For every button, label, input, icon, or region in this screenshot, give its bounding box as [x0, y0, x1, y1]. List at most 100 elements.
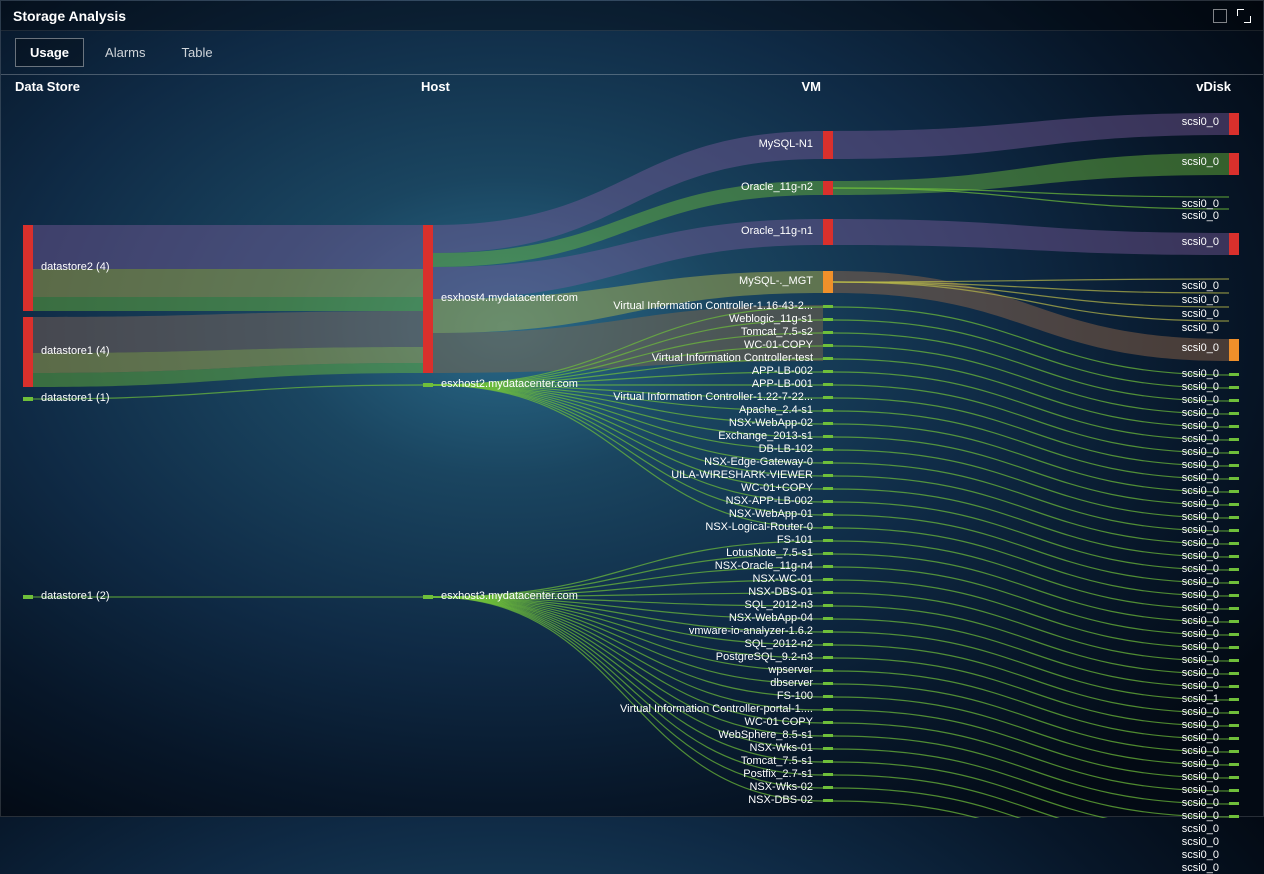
vdisk-label[interactable]: scsi0_0 [1182, 368, 1225, 380]
host-node[interactable] [423, 383, 433, 387]
vdisk-node-small[interactable] [1229, 438, 1239, 441]
vm-label[interactable]: APP-LB-002 [752, 365, 819, 377]
vdisk-node-small[interactable] [1229, 516, 1239, 519]
vdisk-label[interactable]: scsi0_0 [1182, 836, 1225, 848]
vdisk-node-small[interactable] [1229, 750, 1239, 753]
vdisk-node-small[interactable] [1229, 594, 1239, 597]
vdisk-label[interactable]: scsi0_0 [1182, 810, 1225, 822]
vdisk-label[interactable]: scsi0_0 [1182, 745, 1225, 757]
vdisk-node-small[interactable] [1229, 542, 1239, 545]
vdisk-node[interactable] [1229, 339, 1239, 361]
vdisk-label[interactable]: scsi0_0 [1182, 823, 1225, 835]
vm-label[interactable]: SQL_2012-n2 [745, 638, 820, 650]
vm-label[interactable]: MySQL-N1 [759, 138, 819, 150]
vm-label[interactable]: NSX-Wks-01 [749, 742, 819, 754]
vdisk-node-small[interactable] [1229, 672, 1239, 675]
vm-label[interactable]: Virtual Information Controller-1.22-7-22… [613, 391, 819, 403]
vdisk-label[interactable]: scsi0_0 [1182, 236, 1225, 248]
vm-node-small[interactable] [823, 461, 833, 464]
datastore-node[interactable] [23, 397, 33, 401]
vdisk-node-small[interactable] [1229, 555, 1239, 558]
vm-node-small[interactable] [823, 448, 833, 451]
vdisk-label[interactable]: scsi0_0 [1182, 641, 1225, 653]
vm-node-small[interactable] [823, 500, 833, 503]
vm-label[interactable]: NSX-DBS-02 [748, 794, 819, 806]
vdisk-label[interactable]: scsi0_0 [1182, 280, 1225, 292]
vdisk-node-small[interactable] [1229, 776, 1239, 779]
vdisk-node[interactable] [1229, 233, 1239, 255]
vm-label[interactable]: NSX-APP-LB-002 [726, 495, 819, 507]
vm-node-small[interactable] [823, 383, 833, 386]
vdisk-label[interactable]: scsi0_0 [1182, 433, 1225, 445]
vm-node-small[interactable] [823, 565, 833, 568]
vdisk-label[interactable]: scsi0_0 [1182, 667, 1225, 679]
vm-label[interactable]: Tomcat_7.5-s2 [741, 326, 819, 338]
datastore-label[interactable]: datastore2 (4) [35, 261, 109, 273]
vm-node-small[interactable] [823, 734, 833, 737]
vm-label[interactable]: NSX-WC-01 [752, 573, 819, 585]
tab-alarms[interactable]: Alarms [90, 38, 160, 67]
vm-node-small[interactable] [823, 786, 833, 789]
vm-label[interactable]: NSX-Logical-Router-0 [705, 521, 819, 533]
vm-label[interactable]: DB-LB-102 [759, 443, 819, 455]
vm-node-small[interactable] [823, 578, 833, 581]
datastore-node[interactable] [23, 317, 33, 387]
vm-node-small[interactable] [823, 357, 833, 360]
vm-label[interactable]: Virtual Information Controller-test [652, 352, 819, 364]
vm-label[interactable]: Exchange_2013-s1 [718, 430, 819, 442]
vdisk-label[interactable]: scsi0_0 [1182, 485, 1225, 497]
host-node[interactable] [423, 595, 433, 599]
vdisk-label[interactable]: scsi0_0 [1182, 628, 1225, 640]
vm-label[interactable]: wpserver [768, 664, 819, 676]
vdisk-label[interactable]: scsi0_0 [1182, 732, 1225, 744]
vdisk-node-small[interactable] [1229, 464, 1239, 467]
datastore-node[interactable] [23, 595, 33, 599]
vm-label[interactable]: UILA-WIRESHARK-VIEWER [671, 469, 819, 481]
vm-label[interactable]: SQL_2012-n3 [745, 599, 820, 611]
vm-label[interactable]: dbserver [770, 677, 819, 689]
host-node[interactable] [423, 225, 433, 373]
vdisk-label[interactable]: scsi0_0 [1182, 511, 1225, 523]
vdisk-label[interactable]: scsi0_0 [1182, 784, 1225, 796]
vdisk-label[interactable]: scsi0_0 [1182, 550, 1225, 562]
vdisk-label[interactable]: scsi0_0 [1182, 758, 1225, 770]
datastore-label[interactable]: datastore1 (1) [35, 392, 109, 404]
vm-label[interactable]: LotusNote_7.5-s1 [726, 547, 819, 559]
vdisk-node-small[interactable] [1229, 724, 1239, 727]
vdisk-label[interactable]: scsi0_0 [1182, 524, 1225, 536]
vm-node-small[interactable] [823, 331, 833, 334]
settings-icon[interactable] [1213, 9, 1227, 23]
vm-label[interactable]: FS-100 [777, 690, 819, 702]
vm-label[interactable]: Virtual Information Controller-1.16-43-2… [613, 300, 819, 312]
vm-node[interactable] [823, 131, 833, 159]
vdisk-node-small[interactable] [1229, 386, 1239, 389]
vm-node-small[interactable] [823, 617, 833, 620]
vm-label[interactable]: NSX-DBS-01 [748, 586, 819, 598]
vdisk-label[interactable]: scsi0_0 [1182, 589, 1225, 601]
host-label[interactable]: esxhost3.mydatacenter.com [435, 590, 578, 602]
vm-label[interactable]: WC-01 COPY [745, 716, 819, 728]
vm-node-small[interactable] [823, 760, 833, 763]
vm-node-small[interactable] [823, 474, 833, 477]
tab-usage[interactable]: Usage [15, 38, 84, 67]
vdisk-node-small[interactable] [1229, 451, 1239, 454]
vdisk-node-small[interactable] [1229, 711, 1239, 714]
vdisk-label[interactable]: scsi0_0 [1182, 342, 1225, 354]
vdisk-node-small[interactable] [1229, 399, 1239, 402]
vdisk-node-small[interactable] [1229, 763, 1239, 766]
vdisk-node-small[interactable] [1229, 529, 1239, 532]
vdisk-label[interactable]: scsi0_0 [1182, 308, 1225, 320]
vdisk-label[interactable]: scsi0_0 [1182, 116, 1225, 128]
vm-label[interactable]: Virtual Information Controller-portal-1.… [620, 703, 819, 715]
vdisk-node-small[interactable] [1229, 620, 1239, 623]
vm-node-small[interactable] [823, 669, 833, 672]
vm-node[interactable] [823, 181, 833, 195]
vm-label[interactable]: WebSphere_8.5-s1 [718, 729, 819, 741]
vm-node-small[interactable] [823, 708, 833, 711]
vm-node-small[interactable] [823, 682, 833, 685]
vm-node-small[interactable] [823, 591, 833, 594]
vdisk-label[interactable]: scsi0_0 [1182, 849, 1225, 861]
vdisk-node-small[interactable] [1229, 607, 1239, 610]
vm-label[interactable]: NSX-WebApp-01 [729, 508, 819, 520]
vm-node-small[interactable] [823, 773, 833, 776]
